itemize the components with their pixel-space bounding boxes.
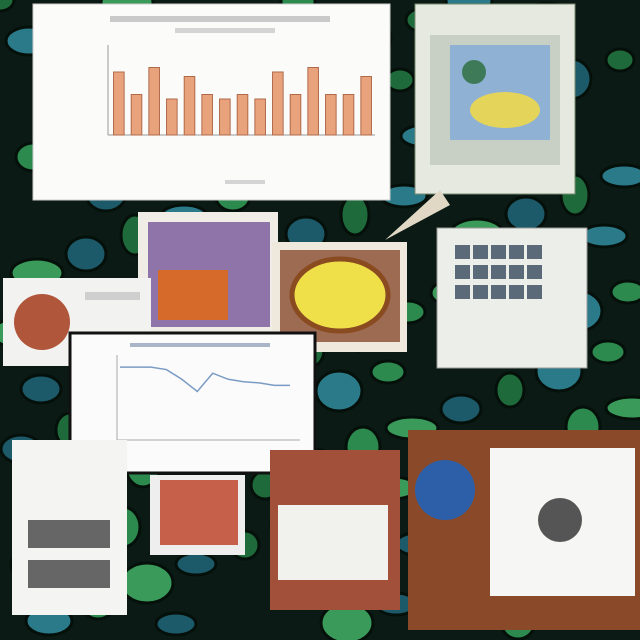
key <box>455 245 470 259</box>
text-placeholder <box>85 292 140 300</box>
key <box>509 245 524 259</box>
bar <box>272 71 284 136</box>
key <box>455 265 470 279</box>
urchin <box>538 498 582 542</box>
key <box>473 265 488 279</box>
blob <box>504 195 548 233</box>
blob <box>19 373 63 405</box>
key <box>491 265 506 279</box>
blob <box>339 193 371 237</box>
key <box>491 285 506 299</box>
blob <box>609 279 640 305</box>
blob <box>579 223 629 249</box>
yellow-disc <box>289 256 391 334</box>
key <box>473 285 488 299</box>
line-group <box>120 366 290 393</box>
blob <box>589 339 627 365</box>
key <box>491 245 506 259</box>
bar <box>166 98 178 136</box>
chair <box>158 270 228 320</box>
bar <box>360 76 372 136</box>
key <box>527 265 542 279</box>
blob <box>604 395 640 421</box>
blob <box>369 359 407 385</box>
bar <box>130 94 143 136</box>
bar <box>183 76 196 136</box>
sample-image <box>14 294 70 350</box>
bar-group <box>113 67 372 136</box>
blob <box>64 235 108 273</box>
key <box>527 285 542 299</box>
blob <box>154 611 198 637</box>
bar <box>342 94 355 136</box>
key <box>455 285 470 299</box>
x-axis-title-placeholder <box>225 180 265 184</box>
key <box>509 285 524 299</box>
line <box>120 366 290 393</box>
subtitle-placeholder <box>175 28 275 33</box>
bar-widget <box>28 520 110 548</box>
bar <box>307 67 319 136</box>
bar <box>236 94 249 136</box>
bar <box>148 67 160 136</box>
bar <box>219 98 231 136</box>
bar <box>254 98 266 136</box>
key <box>509 265 524 279</box>
bar <box>201 94 213 136</box>
blob <box>439 393 483 425</box>
title-placeholder <box>110 16 330 22</box>
title-placeholder <box>130 343 270 347</box>
blob <box>314 369 364 413</box>
caterpillar-head <box>462 60 486 84</box>
key <box>473 245 488 259</box>
blob <box>604 47 636 73</box>
bar <box>113 71 125 136</box>
blob <box>174 551 218 577</box>
blob <box>599 163 640 189</box>
caterpillar <box>470 92 540 128</box>
blob <box>494 371 526 409</box>
blob <box>119 561 175 605</box>
painting <box>160 480 238 545</box>
blob <box>0 0 16 13</box>
bar <box>325 94 337 136</box>
bar <box>289 94 302 136</box>
bar-widget <box>28 560 110 588</box>
key-grid <box>455 245 542 299</box>
sketch <box>278 505 388 580</box>
key <box>527 245 542 259</box>
globe <box>415 460 475 520</box>
pointer <box>385 190 450 240</box>
